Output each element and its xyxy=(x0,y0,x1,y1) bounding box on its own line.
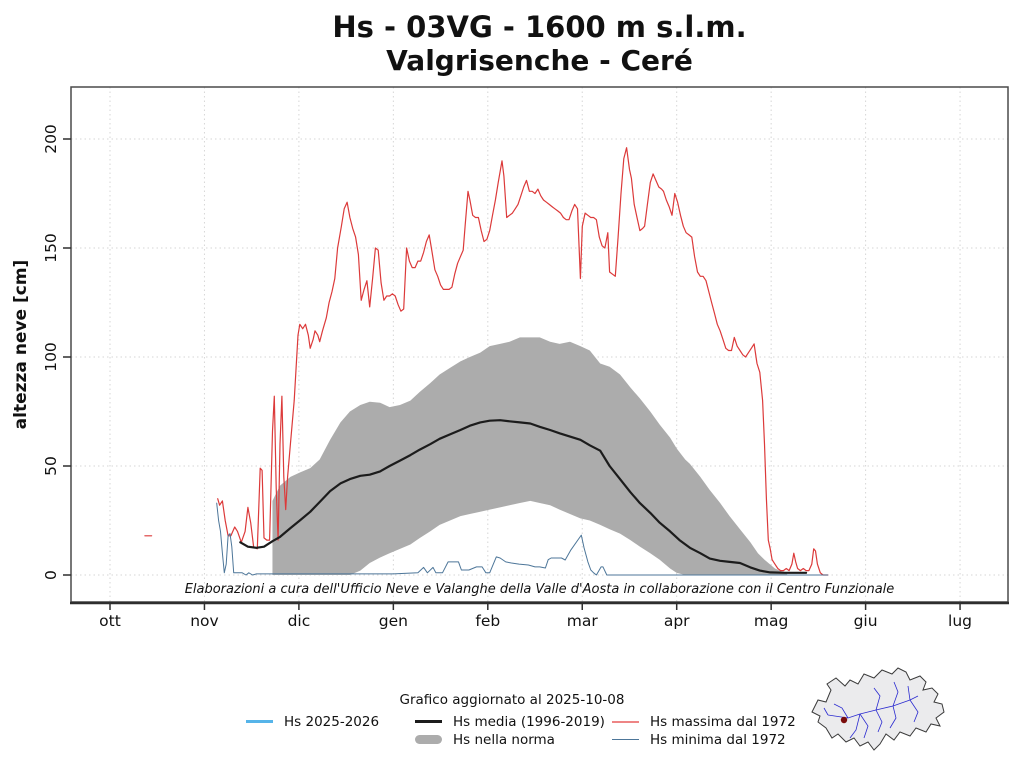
y-axis-label: altezza neve [cm] xyxy=(11,260,31,430)
series-hs-media-1996-2019 xyxy=(239,419,808,574)
river-network xyxy=(823,681,919,739)
x-tick-label: nov xyxy=(190,612,218,630)
x-tick-label: giu xyxy=(854,612,878,630)
legend-label: Hs minima dal 1972 xyxy=(650,731,786,748)
y-tick-label: 200 xyxy=(42,124,60,154)
legend-item-hs-nella-norma: Hs nella norma xyxy=(415,731,555,748)
legend-item-hs-massima: Hs massima dal 1972 xyxy=(612,713,796,730)
legend-label: Hs media (1996-2019) xyxy=(453,713,605,730)
hs-norma-band xyxy=(272,337,788,575)
x-tick-label: mar xyxy=(567,612,599,630)
legend-item-hs-minima: Hs minima dal 1972 xyxy=(612,731,786,748)
y-tick-label: 150 xyxy=(42,233,60,263)
legend-label: Hs 2025-2026 xyxy=(284,713,380,730)
x-tick-label: ott xyxy=(99,612,121,630)
station-location-dot xyxy=(840,716,848,724)
hs-2025-2026-line-swatch xyxy=(246,720,273,723)
y-tick-label: 0 xyxy=(42,570,60,580)
x-tick-label: feb xyxy=(475,612,500,630)
hs-norma-band-swatch xyxy=(415,735,442,744)
x-tick-label: mag xyxy=(754,612,788,630)
series-hs-massima-dal-1972 xyxy=(217,147,829,576)
updated-date-text: Grafico aggiornato al 2025-10-08 xyxy=(399,692,625,708)
x-tick-label: apr xyxy=(664,612,690,630)
hs-massima-line-swatch xyxy=(612,720,639,723)
y-tick-label: 50 xyxy=(42,456,60,476)
chart-title: Hs - 03VG - 1600 m s.l.m. Valgrisenche -… xyxy=(71,10,1008,78)
x-tick-label: lug xyxy=(948,612,972,630)
snow-height-chart: ott nov dic gen feb mar apr mag giu lug 0 50 100 150 2… xyxy=(11,86,1009,630)
legend-label: Hs nella norma xyxy=(453,731,555,748)
x-tick-label: dic xyxy=(288,612,311,630)
series-hs-minima-dal-1972 xyxy=(216,502,829,576)
hs-minima-line-swatch xyxy=(612,738,639,741)
attribution-note: Elaborazioni a cura dell'Ufficio Neve e … xyxy=(184,582,895,597)
valle-daosta-map xyxy=(811,667,945,751)
page-title-line2: Valgrisenche - Ceré xyxy=(386,44,693,77)
legend-item-hs-2025-2026: Hs 2025-2026 xyxy=(246,713,379,730)
legend-label: Hs massima dal 1972 xyxy=(650,713,796,730)
x-tick-label: gen xyxy=(379,612,408,630)
page-title-line1: Hs - 03VG - 1600 m s.l.m. xyxy=(332,10,747,44)
legend-item-hs-media: Hs media (1996-2019) xyxy=(415,713,605,730)
region-outline xyxy=(811,667,945,751)
hs-media-line-swatch xyxy=(415,720,442,723)
y-tick-label: 100 xyxy=(42,342,60,372)
